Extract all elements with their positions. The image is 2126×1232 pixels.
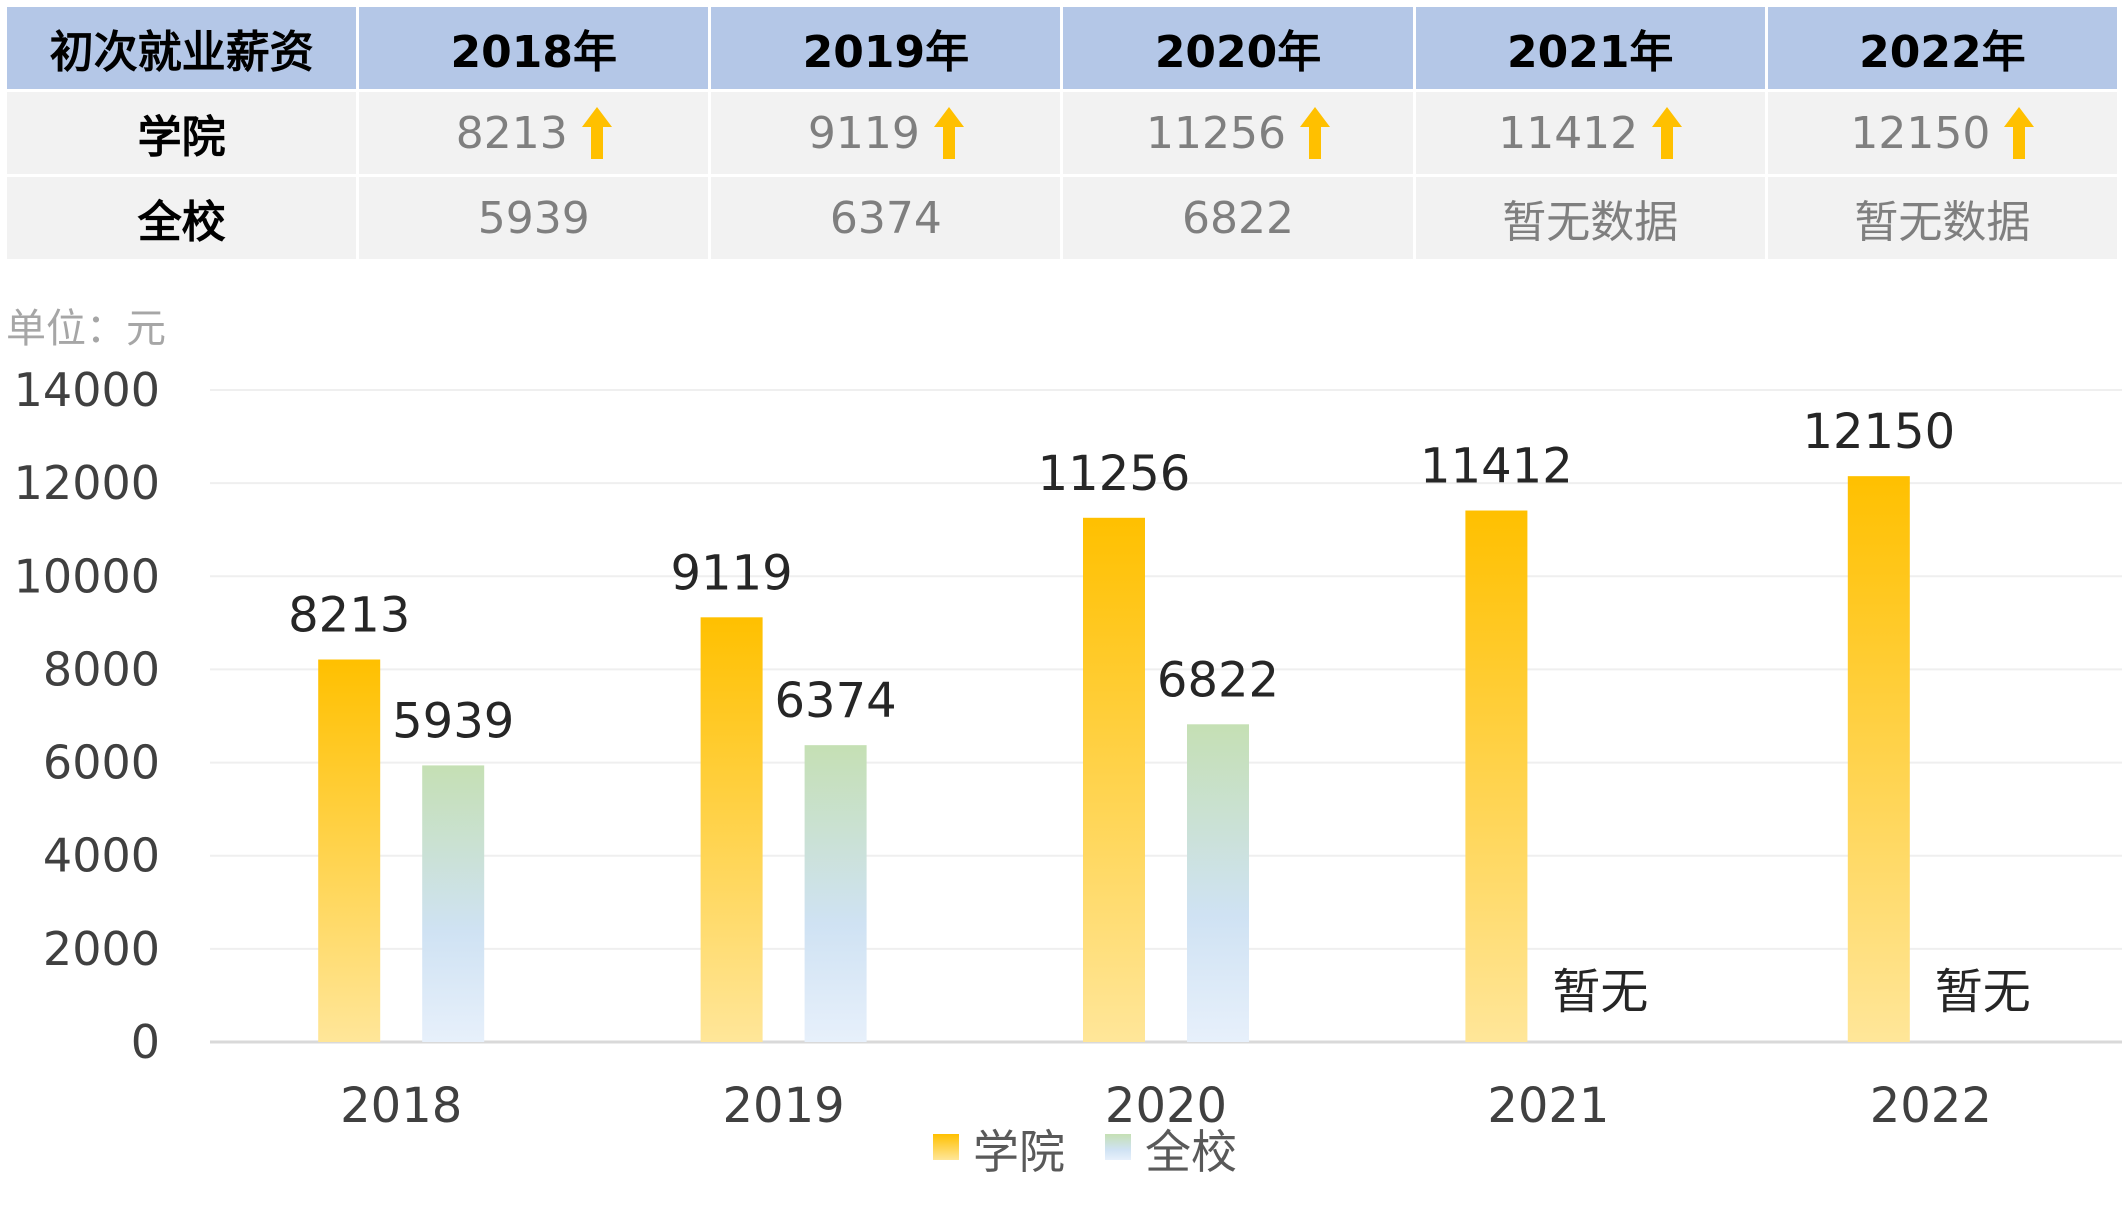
table-cell: 11412 [1415,92,1765,174]
up-arrow-icon [1300,107,1331,159]
x-tick-label: 2018 [340,1078,462,1134]
row-label: 全校 [7,177,357,259]
y-tick-label: 14000 [14,363,160,417]
data-label: 11256 [1038,446,1191,502]
cell-value: 8213 [455,107,568,159]
table-header-cell: 2021年 [1415,7,1765,89]
y-tick-label: 10000 [14,549,160,603]
data-label: 9119 [671,545,793,601]
table-cell: 9119 [711,92,1061,174]
bar-school [422,765,485,1042]
unit-label: 单位：元 [6,306,166,352]
data-label: 6822 [1157,652,1279,708]
cell-value: 12150 [1850,107,1991,159]
y-tick-label: 6000 [43,736,160,790]
table-header-cell: 2018年 [359,7,709,89]
y-tick-label: 0 [131,1015,160,1069]
bar-college [1083,517,1145,1042]
data-label: 11412 [1420,439,1573,495]
table-header-cell: 2020年 [1063,7,1413,89]
x-tick-label: 2019 [723,1078,845,1134]
legend-label: 学院 [973,1125,1065,1179]
bar-school [804,745,867,1042]
table-cell: 6374 [711,177,1061,259]
row-label: 学院 [7,92,357,174]
cell-value: 9119 [807,107,920,159]
x-tick-label: 2020 [1105,1078,1227,1134]
bar-college [318,659,381,1042]
table-header-cell: 初次就业薪资 [7,7,357,89]
legend-swatch [933,1134,959,1160]
table-cell: 5939 [359,177,709,259]
x-tick-label: 2021 [1487,1078,1609,1134]
table-cell: 12150 [1767,92,2117,174]
table-cell: 8213 [359,92,709,174]
y-tick-label: 8000 [43,642,160,696]
bar-college [1847,476,1910,1042]
bar-school [1187,724,1249,1042]
x-tick-label: 2022 [1870,1078,1992,1134]
up-arrow-icon [2004,107,2035,159]
y-tick-label: 2000 [43,922,160,976]
salary-table: 初次就业薪资 2018年 2019年 2020年 2021年 2022年 学院 … [4,4,2120,262]
up-arrow-icon [933,107,964,159]
data-label: 12150 [1802,404,1955,460]
table-header-cell: 2019年 [711,7,1061,89]
bar-college [1465,510,1528,1042]
up-arrow-icon [581,107,612,159]
bar-college [700,617,763,1042]
data-label: 5939 [392,693,514,749]
table-cell: 暂无数据 [1415,177,1765,259]
data-label: 8213 [288,588,410,644]
data-label: 6374 [775,673,897,729]
y-tick-label: 12000 [14,456,160,510]
table-cell: 6822 [1063,177,1413,259]
table-cell: 11256 [1063,92,1413,174]
table-row: 学院 8213 9119 11256 11412 12150 [7,92,2117,174]
data-label: 暂无 [1935,964,2031,1020]
cell-value: 11256 [1146,107,1287,159]
salary-bar-chart: 单位：元 0 2000 4000 6000 8000 10000 12000 14000 82… [6,306,2122,1179]
legend-label: 全校 [1145,1125,1237,1179]
legend-swatch [1105,1134,1131,1160]
up-arrow-icon [1652,107,1683,159]
table-header-cell: 2022年 [1767,7,2117,89]
y-tick-label: 4000 [43,829,160,883]
table-cell: 暂无数据 [1767,177,2117,259]
data-label: 暂无 [1552,964,1648,1020]
table-header-row: 初次就业薪资 2018年 2019年 2020年 2021年 2022年 [7,7,2117,89]
table-row: 全校 5939 6374 6822 暂无数据 暂无数据 [7,177,2117,259]
cell-value: 11412 [1498,107,1639,159]
